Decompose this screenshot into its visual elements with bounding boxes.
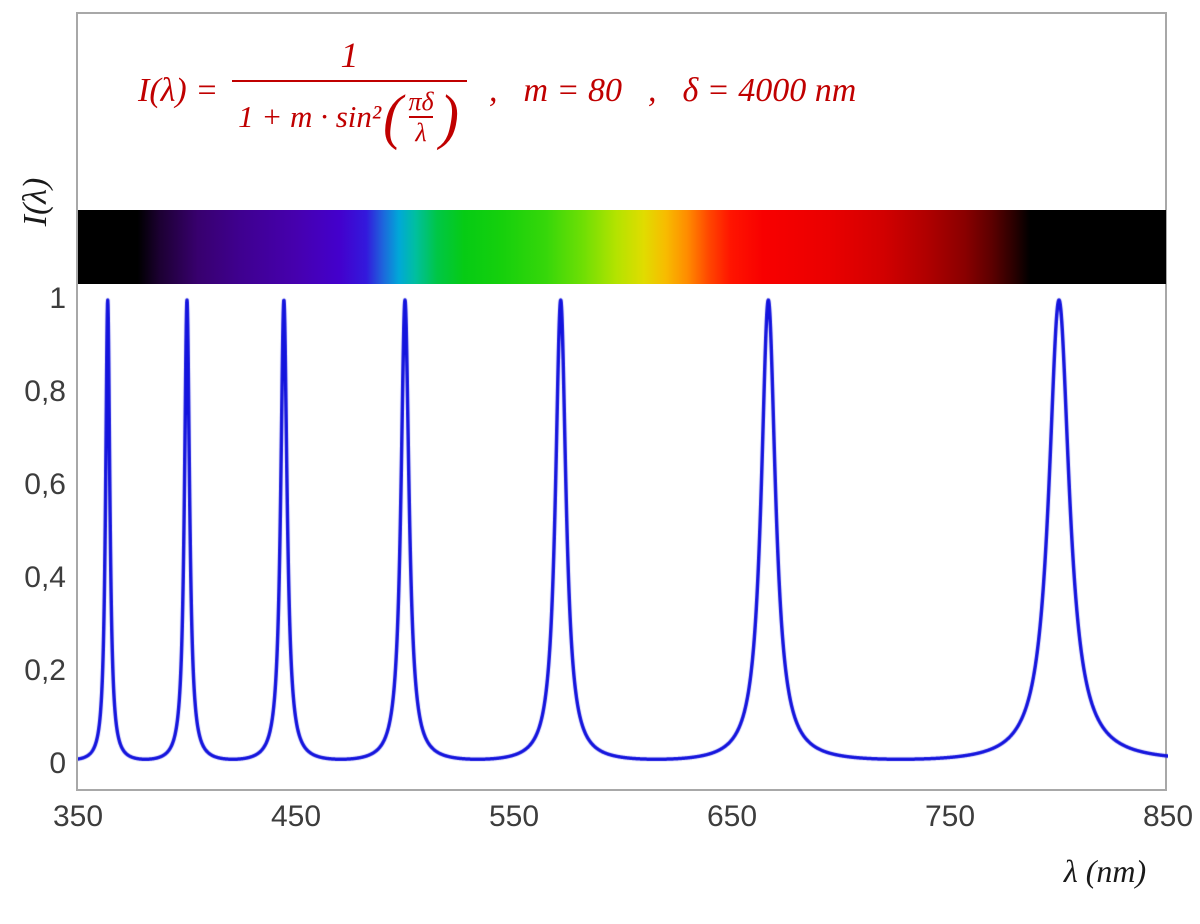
close-paren: ) bbox=[439, 82, 459, 151]
formula-params: , m = 80 , δ = 4000 nm bbox=[467, 72, 860, 110]
x-tick-label: 850 bbox=[1142, 800, 1194, 833]
formula-fraction: 1 1 + m · sin² ( πδ λ ) bbox=[232, 35, 467, 147]
inner-fraction: πδ λ bbox=[405, 86, 438, 147]
fraction-bar bbox=[232, 79, 467, 82]
param-delta: δ = 4000 nm bbox=[682, 72, 857, 110]
y-tick-label: 1 bbox=[49, 282, 66, 315]
denominator-prefix: 1 + m · sin² bbox=[238, 98, 382, 134]
param-m: m = 80 bbox=[523, 72, 622, 110]
x-axis-title: λ (nm) bbox=[1063, 853, 1147, 889]
y-tick-label: 0,4 bbox=[24, 561, 66, 594]
y-tick-label: 0,2 bbox=[24, 654, 66, 687]
x-tick-label: 750 bbox=[924, 800, 976, 833]
open-paren: ( bbox=[383, 82, 403, 151]
y-tick-label: 0,8 bbox=[24, 375, 66, 408]
intensity-curve bbox=[78, 290, 1168, 768]
fraction-numerator: 1 bbox=[340, 35, 359, 75]
x-tick-label: 350 bbox=[52, 800, 104, 833]
x-tick-label: 650 bbox=[706, 800, 758, 833]
spectrum-bar bbox=[78, 210, 1166, 284]
x-tick-label: 450 bbox=[270, 800, 322, 833]
y-tick-label: 0 bbox=[49, 747, 66, 780]
y-axis-title: I(λ) bbox=[17, 177, 54, 227]
fraction-denominator: 1 + m · sin² ( πδ λ ) bbox=[232, 82, 467, 147]
y-tick-label: 0,6 bbox=[24, 468, 66, 501]
comma-1: , bbox=[488, 72, 498, 110]
comma-2: , bbox=[647, 72, 657, 110]
formula-lhs: I(λ) = bbox=[138, 72, 219, 110]
formula-annotation: I(λ) = 1 1 + m · sin² ( πδ λ ) , m = 80 … bbox=[138, 35, 860, 147]
x-tick-label: 550 bbox=[488, 800, 540, 833]
inner-fraction-denominator: λ bbox=[409, 115, 433, 146]
inner-fraction-numerator: πδ bbox=[408, 86, 434, 116]
